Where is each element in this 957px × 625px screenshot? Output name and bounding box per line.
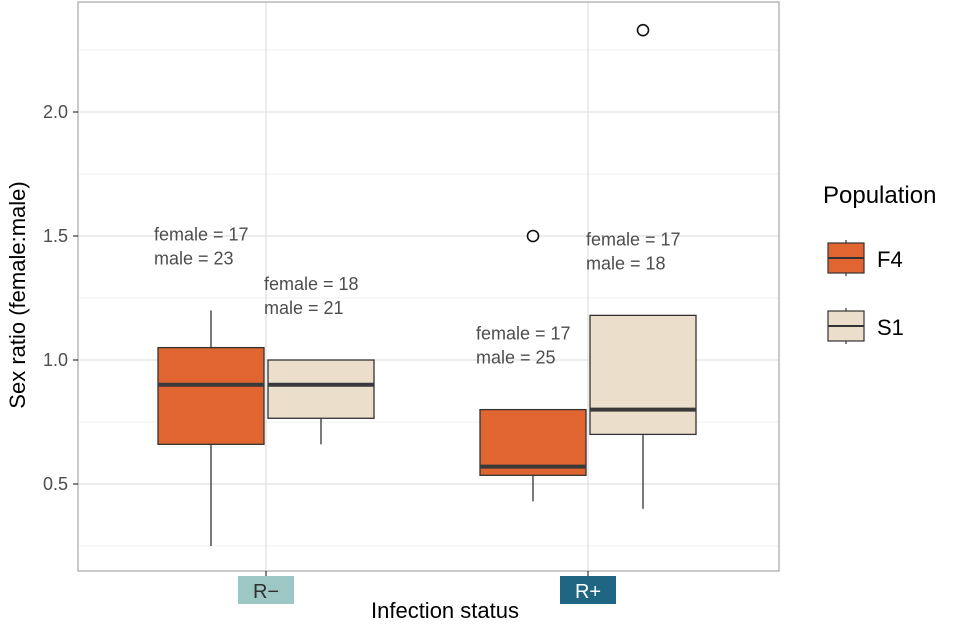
plot-border xyxy=(77,1,780,572)
count-annotation: female = 17 xyxy=(154,224,249,244)
count-annotation: male = 21 xyxy=(264,298,344,318)
count-annotation: male = 23 xyxy=(154,248,234,268)
count-annotation: female = 17 xyxy=(476,324,571,344)
box-s1 xyxy=(589,314,697,436)
category-label-box xyxy=(238,576,294,604)
y-tick-label: 0.5 xyxy=(43,474,68,494)
y-tick-label: 1.0 xyxy=(43,350,68,370)
y-tick-label: 2.0 xyxy=(43,102,68,122)
box-s1 xyxy=(267,359,375,419)
outlier-point xyxy=(636,23,650,37)
plot-panel xyxy=(78,2,779,571)
legend-label-f4: F4 xyxy=(877,247,903,272)
box-f4 xyxy=(157,346,265,445)
box-f4 xyxy=(479,408,587,476)
y-axis-title: Sex ratio (female:male) xyxy=(5,181,30,408)
category-label: R+ xyxy=(575,581,601,603)
count-annotation: female = 18 xyxy=(264,274,359,294)
category-label-box xyxy=(560,576,616,604)
legend-title: Population xyxy=(823,182,936,209)
count-annotation: male = 18 xyxy=(586,253,666,273)
legend-label-s1: S1 xyxy=(877,315,904,340)
count-annotation: male = 25 xyxy=(476,348,556,368)
x-axis-title: Infection status xyxy=(371,598,519,623)
outlier-point xyxy=(526,229,540,243)
category-label: R− xyxy=(253,581,279,603)
count-annotation: female = 17 xyxy=(586,229,681,249)
y-tick-label: 1.5 xyxy=(43,226,68,246)
